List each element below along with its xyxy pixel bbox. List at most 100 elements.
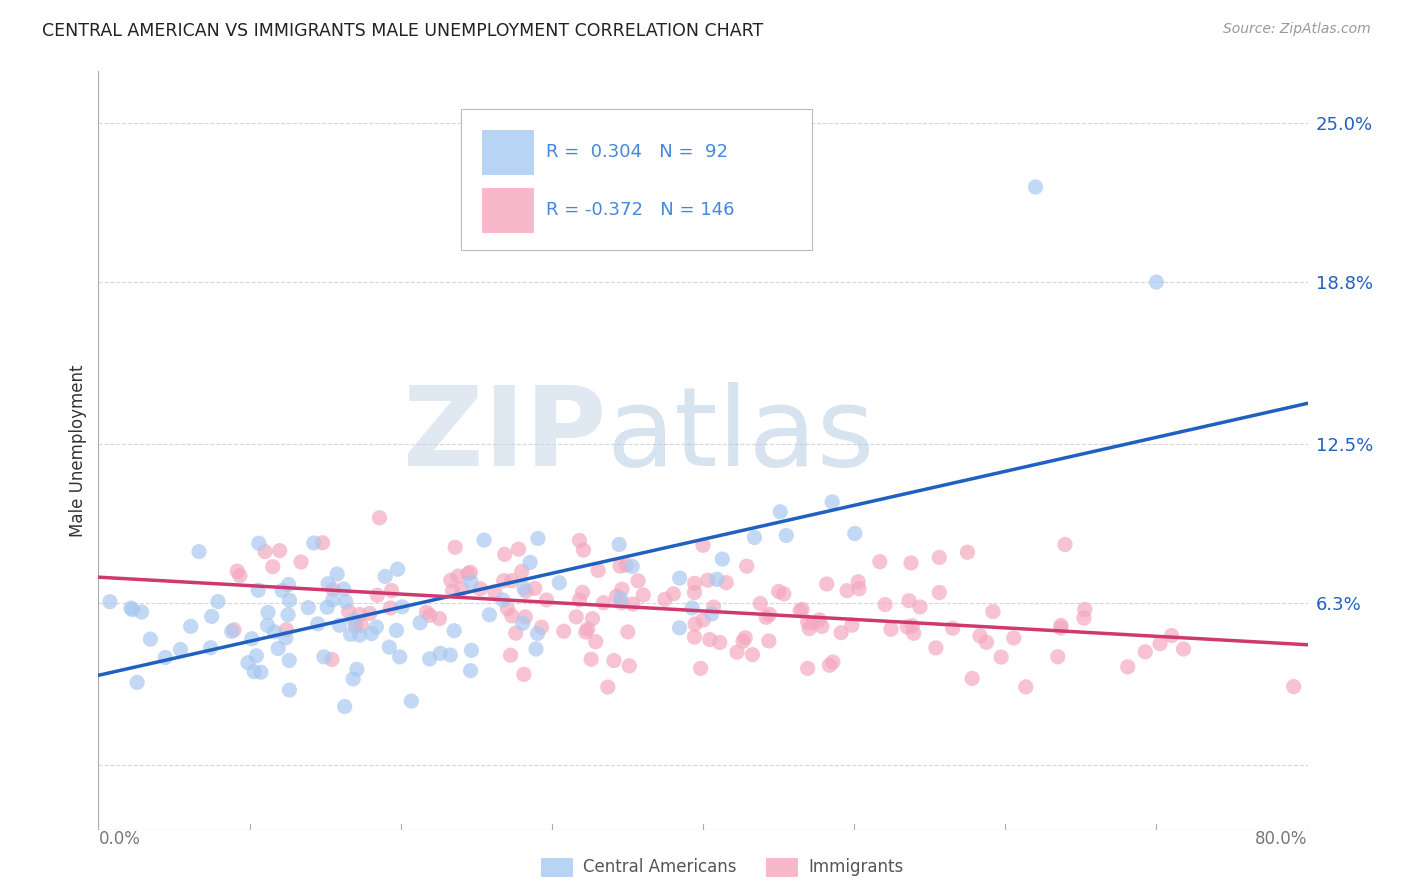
- Point: [581, 612, 603, 626]
- Point: [725, 645, 748, 659]
- Point: [1135, 645, 1157, 659]
- Point: [236, 656, 259, 670]
- Point: [207, 594, 229, 608]
- Point: [1053, 537, 1076, 551]
- Point: [378, 640, 401, 655]
- Point: [269, 543, 291, 558]
- Point: [419, 608, 441, 623]
- Point: [290, 555, 312, 569]
- Point: [311, 535, 333, 549]
- Text: 80.0%: 80.0%: [1256, 830, 1308, 847]
- Point: [381, 583, 404, 598]
- Point: [374, 569, 396, 583]
- Point: [592, 596, 614, 610]
- Point: [366, 588, 388, 602]
- Point: [513, 581, 536, 595]
- Point: [339, 627, 361, 641]
- Point: [267, 641, 290, 656]
- Point: [322, 593, 344, 607]
- Point: [768, 584, 790, 599]
- Point: [429, 612, 451, 626]
- Point: [928, 550, 950, 565]
- Point: [350, 618, 373, 632]
- Point: [512, 616, 534, 631]
- Point: [523, 582, 546, 596]
- Point: [1173, 642, 1195, 657]
- Point: [276, 623, 298, 637]
- Point: [692, 538, 714, 552]
- Point: [526, 626, 548, 640]
- Point: [450, 582, 472, 596]
- Point: [808, 613, 831, 627]
- Point: [415, 605, 437, 619]
- Point: [908, 599, 931, 614]
- Point: [519, 556, 541, 570]
- Point: [180, 619, 202, 633]
- Point: [821, 495, 844, 509]
- Point: [1074, 602, 1097, 616]
- Point: [1046, 649, 1069, 664]
- Point: [706, 573, 728, 587]
- Point: [731, 634, 754, 648]
- Point: [755, 610, 778, 624]
- Point: [981, 605, 1004, 619]
- Point: [568, 592, 591, 607]
- Point: [668, 621, 690, 635]
- Point: [441, 584, 464, 599]
- Point: [505, 626, 527, 640]
- Point: [391, 599, 413, 614]
- Point: [271, 583, 294, 598]
- Point: [337, 604, 360, 618]
- Point: [925, 640, 948, 655]
- Point: [316, 600, 339, 615]
- Point: [572, 543, 595, 558]
- Point: [263, 624, 285, 639]
- Point: [1160, 629, 1182, 643]
- Point: [444, 541, 467, 555]
- Point: [307, 616, 329, 631]
- Point: [869, 555, 891, 569]
- Point: [254, 544, 277, 558]
- Point: [1073, 611, 1095, 625]
- Point: [262, 559, 284, 574]
- Point: [901, 619, 924, 633]
- Point: [496, 602, 519, 616]
- Point: [460, 664, 482, 678]
- Point: [744, 531, 766, 545]
- Point: [472, 533, 495, 548]
- Point: [222, 623, 245, 637]
- Point: [898, 593, 921, 607]
- Point: [278, 683, 301, 698]
- Point: [349, 628, 371, 642]
- Text: Central Americans: Central Americans: [583, 858, 737, 876]
- Point: [603, 654, 626, 668]
- Point: [155, 650, 177, 665]
- Point: [247, 583, 270, 598]
- Point: [243, 665, 266, 679]
- Point: [530, 620, 553, 634]
- Point: [359, 607, 381, 621]
- Point: [492, 593, 515, 607]
- Point: [515, 610, 537, 624]
- Point: [492, 574, 515, 588]
- Point: [316, 576, 339, 591]
- Point: [683, 576, 706, 591]
- Point: [380, 601, 402, 615]
- Point: [848, 582, 870, 596]
- Point: [201, 609, 224, 624]
- Point: [457, 566, 479, 581]
- Point: [344, 619, 367, 633]
- Point: [343, 613, 366, 627]
- Point: [799, 622, 821, 636]
- Point: [419, 652, 441, 666]
- Point: [322, 582, 344, 597]
- Point: [709, 635, 731, 649]
- Point: [333, 699, 356, 714]
- Point: [501, 574, 523, 588]
- Point: [668, 571, 690, 585]
- Point: [508, 542, 530, 557]
- Point: [297, 600, 319, 615]
- Point: [387, 562, 409, 576]
- Point: [749, 597, 772, 611]
- Point: [536, 593, 558, 607]
